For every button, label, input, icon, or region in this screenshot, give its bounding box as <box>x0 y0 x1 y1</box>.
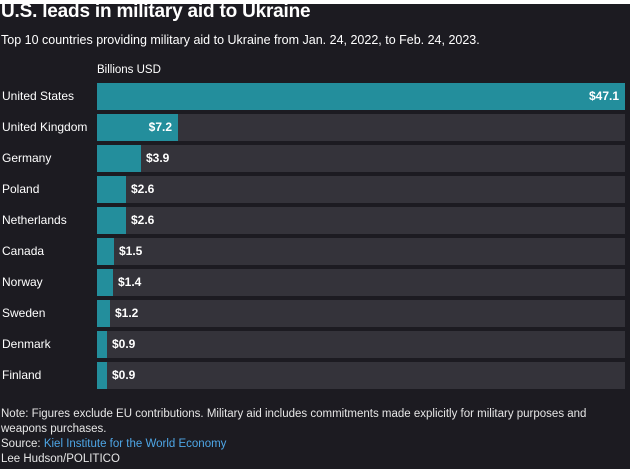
category-label: Denmark <box>2 337 51 351</box>
category-label: Canada <box>2 244 45 258</box>
category-label: Poland <box>2 182 40 196</box>
value-label: $47.1 <box>588 89 619 103</box>
bar-track <box>97 362 625 389</box>
value-label: $1.4 <box>118 275 142 289</box>
bar-track <box>97 300 625 327</box>
category-label: United States <box>2 89 75 103</box>
value-label: $7.2 <box>148 120 172 134</box>
value-label: $3.9 <box>146 151 170 165</box>
top-border <box>0 0 630 4</box>
bar <box>97 207 126 234</box>
bar <box>97 176 126 203</box>
source-link[interactable]: Kiel Institute for the World Economy <box>43 438 227 450</box>
chart-subtitle: Top 10 countries providing military aid … <box>1 33 480 47</box>
bar-track <box>97 207 625 234</box>
axis-unit-label: Billions USD <box>97 64 161 76</box>
value-label: $2.6 <box>131 213 155 227</box>
bar-row: Sweden $1.2 <box>0 300 630 327</box>
bar-row: Canada $1.5 <box>0 238 630 265</box>
bar <box>97 238 114 265</box>
bar-track <box>97 238 625 265</box>
bar <box>97 114 178 141</box>
category-label: Finland <box>2 368 42 382</box>
bar <box>97 145 141 172</box>
category-label: Netherlands <box>2 213 67 227</box>
value-label: $1.5 <box>119 244 143 258</box>
bar-row: United Kingdom $7.2 <box>0 114 630 141</box>
bar-row: Denmark $0.9 <box>0 331 630 358</box>
bar-track <box>97 145 625 172</box>
footnote: Note: Figures exclude EU contributions. … <box>1 408 587 435</box>
chart-title: U.S. leads in military aid to Ukraine <box>1 1 311 22</box>
bar <box>97 269 113 296</box>
category-label: Norway <box>2 275 43 289</box>
bar-row: Germany $3.9 <box>0 145 630 172</box>
bar-track <box>97 114 625 141</box>
bar-row: Poland $2.6 <box>0 176 630 203</box>
bar <box>97 83 625 110</box>
bar-row: United States $47.1 <box>0 83 630 110</box>
bar-row: Norway $1.4 <box>0 269 630 296</box>
chart-footer: Note: Figures exclude EU contributions. … <box>1 407 621 467</box>
value-label: $2.6 <box>131 182 155 196</box>
source-prefix: Source: <box>1 438 44 450</box>
bar-track <box>97 269 625 296</box>
bar-row: Finland $0.9 <box>0 362 630 389</box>
credit: Lee Hudson/POLITICO <box>1 453 120 465</box>
bar <box>97 331 107 358</box>
value-label: $0.9 <box>112 337 136 351</box>
value-label: $1.2 <box>115 306 139 320</box>
bar-chart: United States $47.1 United Kingdom $7.2 Germ… <box>0 80 630 392</box>
source-line: Source: Kiel Institute for the World Eco… <box>1 437 621 452</box>
category-label: United Kingdom <box>2 120 88 134</box>
category-label: Sweden <box>2 306 46 320</box>
bar-track <box>97 331 625 358</box>
bar-row: Netherlands $2.6 <box>0 207 630 234</box>
category-label: Germany <box>2 151 52 165</box>
bar <box>97 300 110 327</box>
value-label: $0.9 <box>112 368 136 382</box>
bar <box>97 362 107 389</box>
bar-track <box>97 176 625 203</box>
